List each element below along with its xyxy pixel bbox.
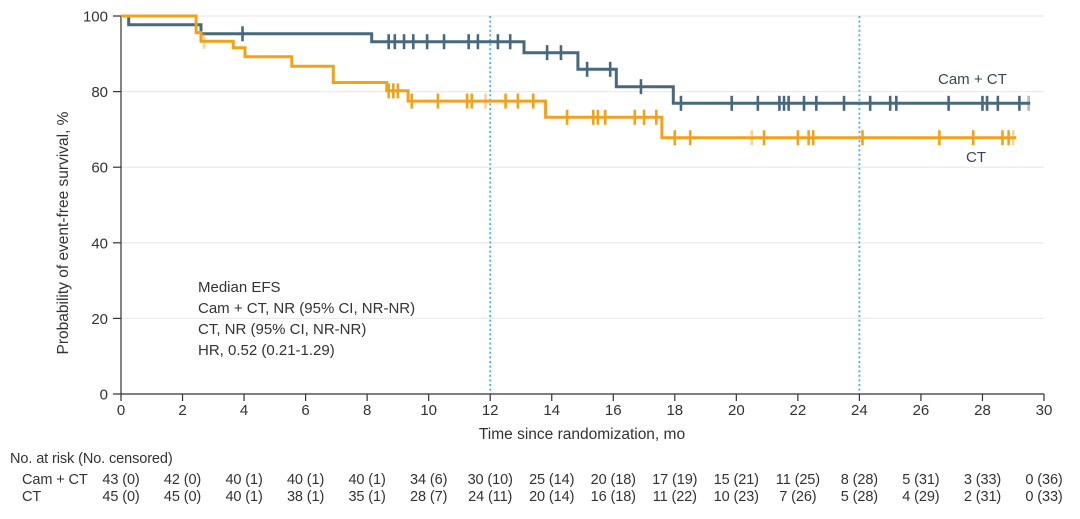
x-tick-label-20: 20 [728, 402, 745, 419]
x-tick-label-4: 4 [240, 402, 248, 419]
risk-cell: 17 (19) [652, 472, 698, 488]
curve-label-cam-ct: Cam + CT [938, 71, 1007, 88]
annotation-line-ct: CT, NR (95% CI, NR-NR) [198, 321, 366, 338]
x-tick-label-6: 6 [301, 402, 309, 419]
y-tick-label-60: 60 [91, 160, 108, 177]
y-tick-label-20: 20 [91, 311, 108, 328]
risk-cell: 30 (10) [467, 472, 513, 488]
risk-cell: 40 (1) [225, 489, 263, 505]
risk-cell: 25 (14) [529, 472, 575, 488]
risk-cell: 43 (0) [102, 472, 140, 488]
risk-cell: 3 (33) [963, 472, 1002, 488]
risk-cell: 7 (26) [779, 489, 817, 505]
risk-cell: 10 (23) [713, 489, 759, 505]
annotation-line-cam-ct: Cam + CT, NR (95% CI, NR-NR) [198, 300, 415, 317]
annotation-line-hr: HR, 0.52 (0.21-1.29) [198, 342, 335, 359]
risk-cell: 0 (33) [1025, 489, 1063, 505]
risk-cell: 5 (28) [840, 489, 879, 505]
risk-cell: 8 (28) [840, 472, 879, 488]
x-tick-label-22: 22 [790, 402, 807, 419]
x-tick-label-14: 14 [543, 402, 560, 419]
y-tick-label-80: 80 [91, 84, 108, 101]
y-axis-title: Probability of event-free survival, % [55, 111, 72, 354]
x-tick-label-18: 18 [666, 402, 683, 419]
risk-cell: 24 (11) [468, 489, 513, 505]
risk-cell: 0 (36) [1025, 472, 1063, 488]
survival-curves [121, 14, 1031, 146]
risk-cell: 42 (0) [163, 472, 202, 488]
risk-cell: 11 (22) [652, 489, 697, 505]
x-tick-label-16: 16 [605, 402, 622, 419]
x-axis-title: Time since randomization, mo [479, 426, 685, 443]
risk-cell: 40 (1) [348, 472, 386, 488]
risk-cell: 28 (7) [410, 489, 448, 505]
risk-cell: 34 (6) [410, 472, 448, 488]
y-tick-label-40: 40 [91, 235, 108, 252]
risk-cell: 38 (1) [286, 489, 325, 505]
y-tick-label-100: 100 [83, 9, 108, 26]
x-tick-label-24: 24 [851, 402, 868, 419]
x-tick-label-28: 28 [974, 402, 991, 419]
x-tick-label-8: 8 [363, 402, 371, 419]
risk-cell: 2 (31) [963, 489, 1002, 505]
risk-row-label-ct: CT [22, 489, 42, 505]
x-tick-label-26: 26 [913, 402, 930, 419]
risk-cell: 20 (14) [529, 489, 575, 505]
risk-cell: 40 (1) [286, 472, 325, 488]
risk-cell: 15 (21) [713, 472, 759, 488]
risk-cell: 20 (18) [590, 472, 636, 488]
curve-label-ct: CT [966, 149, 986, 166]
risk-cell: 4 (29) [902, 489, 940, 505]
annotation-line-median-efs: Median EFS [198, 279, 281, 296]
survival-curve-ct [121, 14, 1017, 140]
y-tick-label-0: 0 [100, 387, 108, 404]
risk-cell: 5 (31) [902, 472, 940, 488]
x-tick-label-10: 10 [420, 402, 437, 419]
risk-cell: 45 (0) [163, 489, 202, 505]
risk-row-label-cam-ct: Cam + CT [22, 472, 88, 488]
risk-cell: 45 (0) [102, 489, 140, 505]
x-tick-label-0: 0 [117, 402, 125, 419]
risk-cell: 35 (1) [348, 489, 386, 505]
x-tick-label-2: 2 [178, 402, 186, 419]
survival-curve-cam-ct [121, 14, 1031, 105]
risk-cell: 11 (25) [775, 472, 820, 488]
risk-table-header: No. at risk (No. censored) [10, 451, 173, 467]
risk-cell: 40 (1) [225, 472, 263, 488]
x-tick-label-30: 30 [1036, 402, 1053, 419]
risk-cell: 16 (18) [590, 489, 636, 505]
median-efs-annotation: Median EFS Cam + CT, NR (95% CI, NR-NR) … [198, 279, 415, 359]
x-tick-label-12: 12 [482, 402, 499, 419]
